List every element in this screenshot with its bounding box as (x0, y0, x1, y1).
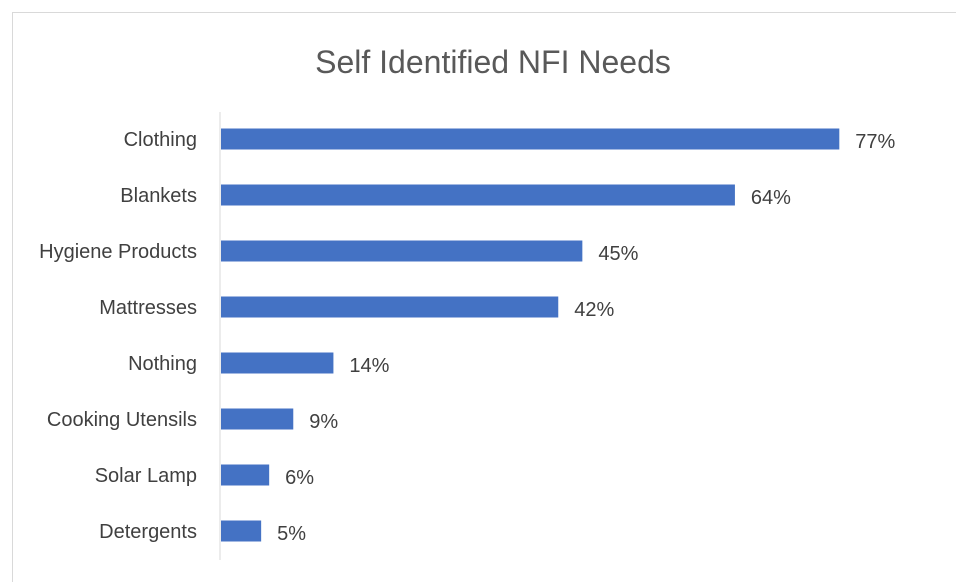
data-label: 64% (751, 187, 791, 209)
chart-border-top (12, 12, 956, 13)
data-label: 9% (309, 411, 338, 433)
category-label: Detergents (99, 521, 197, 543)
data-label: 6% (285, 467, 314, 489)
bar (221, 464, 270, 486)
bar (221, 240, 583, 262)
data-label: 5% (277, 523, 306, 545)
category-label: Blankets (120, 185, 197, 207)
chart-border-left (12, 12, 13, 582)
category-label: Nothing (128, 353, 197, 375)
bar (221, 520, 262, 542)
category-label: Clothing (124, 129, 197, 151)
bar (221, 408, 294, 430)
category-label: Hygiene Products (39, 241, 197, 263)
bar (221, 128, 840, 150)
bar (221, 352, 334, 374)
chart-title: Self Identified NFI Needs (315, 44, 671, 80)
data-label: 77% (855, 131, 895, 153)
category-label: Mattresses (99, 297, 197, 319)
data-label: 42% (574, 299, 614, 321)
data-label: 14% (349, 355, 389, 377)
bar (221, 184, 735, 206)
data-label: 45% (598, 243, 638, 265)
category-label: Cooking Utensils (47, 409, 197, 431)
category-label: Solar Lamp (95, 465, 197, 487)
bar (221, 296, 559, 318)
